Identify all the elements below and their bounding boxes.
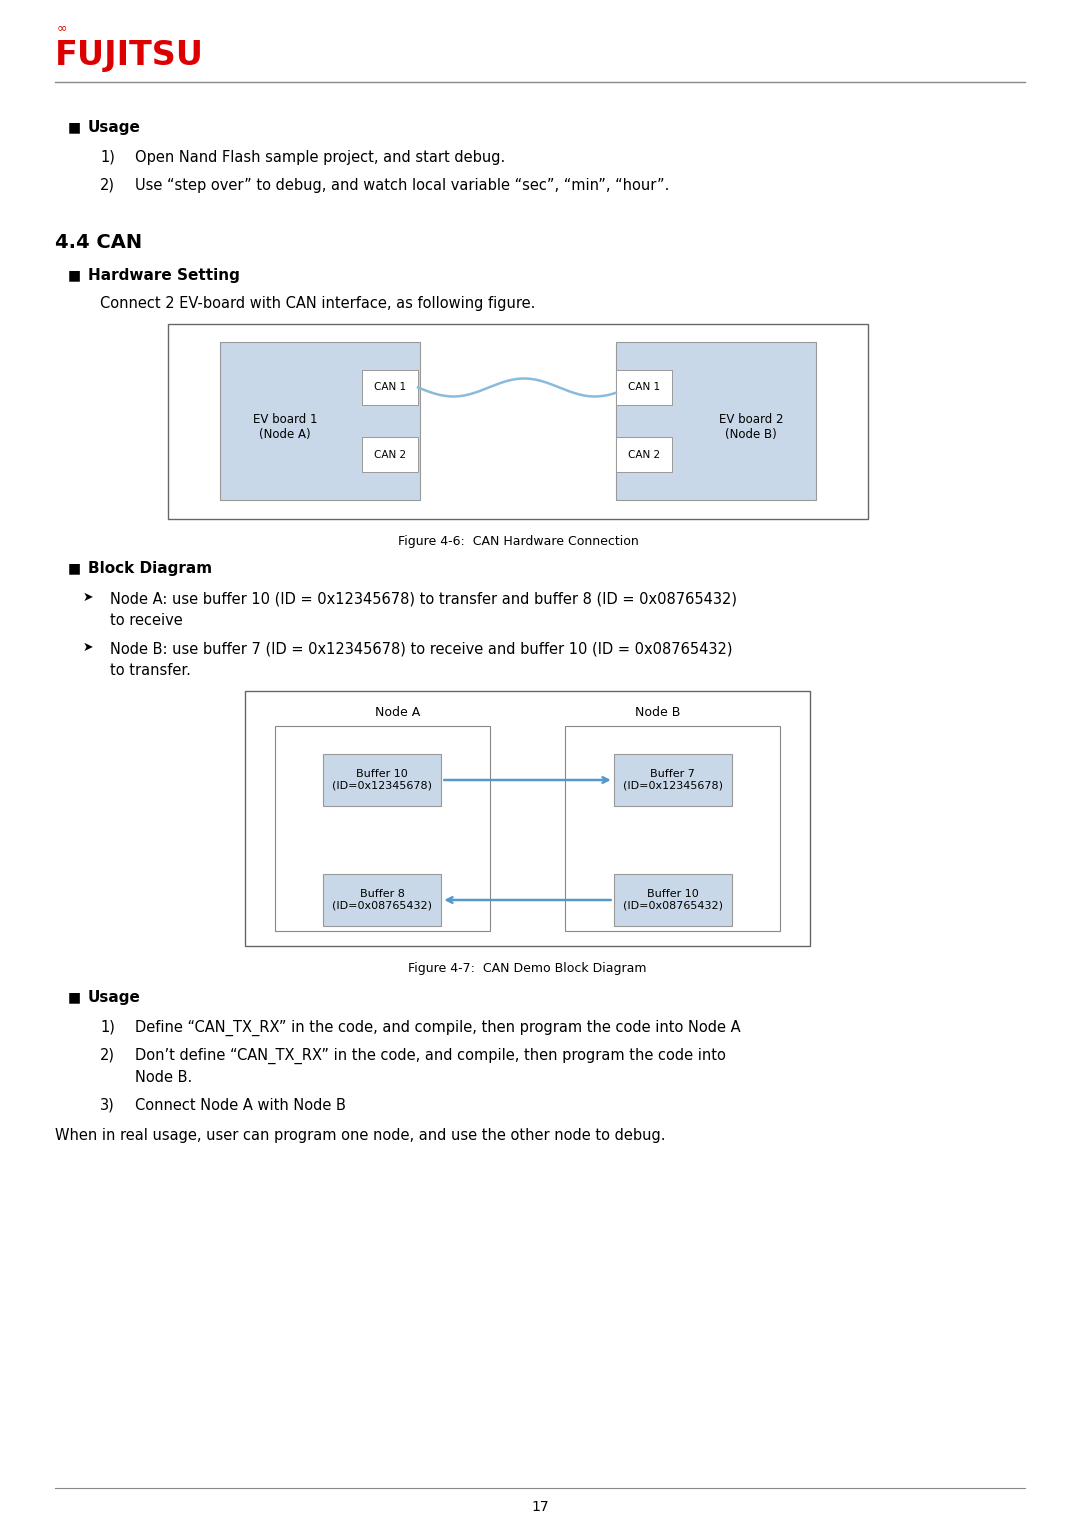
- Text: ➤: ➤: [83, 591, 94, 605]
- Text: Connect 2 EV-board with CAN interface, as following figure.: Connect 2 EV-board with CAN interface, a…: [100, 296, 536, 312]
- Text: ∞: ∞: [57, 21, 67, 35]
- Text: Node A: Node A: [375, 705, 420, 719]
- Text: Open Nand Flash sample project, and start debug.: Open Nand Flash sample project, and star…: [135, 150, 505, 165]
- Text: ■: ■: [68, 269, 81, 282]
- Text: Node B.: Node B.: [135, 1070, 192, 1086]
- Text: Buffer 7
(ID=0x12345678): Buffer 7 (ID=0x12345678): [623, 770, 723, 791]
- Text: 2): 2): [100, 179, 114, 192]
- Text: CAN 2: CAN 2: [374, 449, 406, 460]
- Text: ■: ■: [68, 121, 81, 134]
- Text: to receive: to receive: [110, 612, 183, 628]
- Text: ➤: ➤: [83, 641, 94, 654]
- Bar: [613, 873, 731, 925]
- Text: 3): 3): [100, 1098, 114, 1113]
- Text: to transfer.: to transfer.: [110, 663, 191, 678]
- Text: Don’t define “CAN_TX_RX” in the code, and compile, then program the code into: Don’t define “CAN_TX_RX” in the code, an…: [135, 1048, 726, 1064]
- Text: Hardware Setting: Hardware Setting: [87, 269, 240, 282]
- Text: FUJITSU: FUJITSU: [55, 38, 204, 72]
- Text: When in real usage, user can program one node, and use the other node to debug.: When in real usage, user can program one…: [55, 1128, 665, 1144]
- Bar: [616, 342, 816, 499]
- Text: Buffer 10
(ID=0x12345678): Buffer 10 (ID=0x12345678): [333, 770, 432, 791]
- Bar: [275, 725, 489, 931]
- Text: Figure 4-6:  CAN Hardware Connection: Figure 4-6: CAN Hardware Connection: [397, 534, 638, 548]
- Bar: [168, 324, 868, 519]
- Bar: [362, 370, 418, 405]
- Text: ■: ■: [68, 989, 81, 1003]
- Bar: [613, 754, 731, 806]
- Bar: [616, 370, 672, 405]
- Text: 4.4 CAN: 4.4 CAN: [55, 234, 143, 252]
- Text: 2): 2): [100, 1048, 114, 1063]
- Bar: [323, 873, 442, 925]
- Text: Buffer 8
(ID=0x08765432): Buffer 8 (ID=0x08765432): [333, 889, 432, 910]
- Bar: [565, 725, 780, 931]
- Text: Connect Node A with Node B: Connect Node A with Node B: [135, 1098, 346, 1113]
- Bar: [362, 437, 418, 472]
- Bar: [616, 437, 672, 472]
- Text: Buffer 10
(ID=0x08765432): Buffer 10 (ID=0x08765432): [623, 889, 723, 910]
- Text: Figure 4-7:  CAN Demo Block Diagram: Figure 4-7: CAN Demo Block Diagram: [408, 962, 647, 976]
- Text: 1): 1): [100, 150, 114, 165]
- Bar: [323, 754, 442, 806]
- Text: 17: 17: [531, 1500, 549, 1513]
- Text: Usage: Usage: [87, 989, 140, 1005]
- Text: Use “step over” to debug, and watch local variable “sec”, “min”, “hour”.: Use “step over” to debug, and watch loca…: [135, 179, 670, 192]
- Text: EV board 2
(Node B): EV board 2 (Node B): [719, 412, 783, 441]
- Bar: [220, 342, 420, 499]
- Text: CAN 1: CAN 1: [627, 382, 660, 392]
- Text: EV board 1
(Node A): EV board 1 (Node A): [253, 412, 318, 441]
- Text: 1): 1): [100, 1020, 114, 1035]
- Text: Node A: use buffer 10 (ID = 0x12345678) to transfer and buffer 8 (ID = 0x0876543: Node A: use buffer 10 (ID = 0x12345678) …: [110, 591, 737, 606]
- Text: Block Diagram: Block Diagram: [87, 560, 212, 576]
- Text: Define “CAN_TX_RX” in the code, and compile, then program the code into Node A: Define “CAN_TX_RX” in the code, and comp…: [135, 1020, 741, 1037]
- Text: Node B: use buffer 7 (ID = 0x12345678) to receive and buffer 10 (ID = 0x08765432: Node B: use buffer 7 (ID = 0x12345678) t…: [110, 641, 732, 657]
- Text: Usage: Usage: [87, 121, 140, 134]
- Text: CAN 2: CAN 2: [627, 449, 660, 460]
- Bar: [245, 692, 810, 947]
- Text: Node B: Node B: [635, 705, 680, 719]
- Text: ■: ■: [68, 560, 81, 576]
- Text: CAN 1: CAN 1: [374, 382, 406, 392]
